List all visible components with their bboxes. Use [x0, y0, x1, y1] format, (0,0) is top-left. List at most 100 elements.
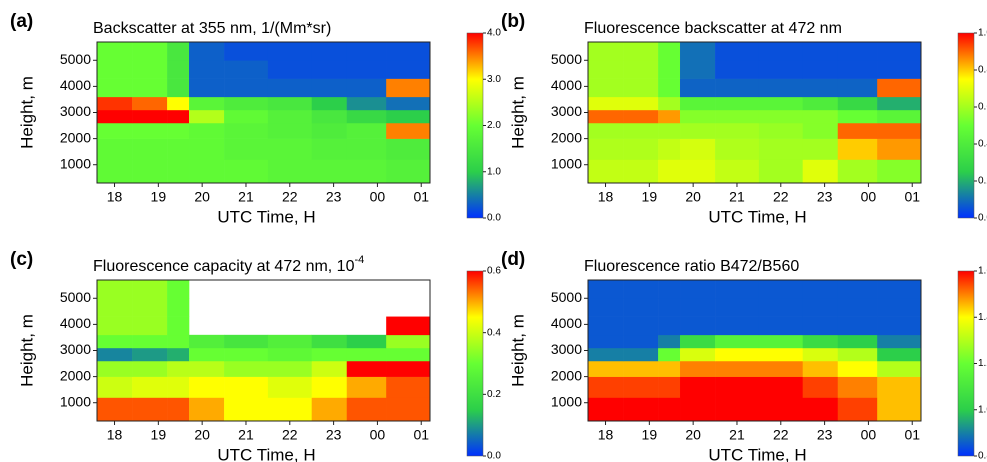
heatmap-cell [588, 159, 624, 184]
heatmap-cell [97, 109, 133, 124]
x-tick-label: 22 [282, 189, 298, 205]
heatmap-cell [658, 376, 681, 398]
heatmap-cell [267, 78, 312, 98]
colorbar-tick-label: 0.8 [978, 65, 987, 76]
heatmap-cell [311, 96, 348, 111]
heatmap-cell [311, 138, 348, 160]
heatmap-cell [715, 334, 760, 349]
heatmap-cell [267, 347, 312, 362]
heatmap-cell [224, 376, 269, 398]
heatmap-cell [588, 376, 624, 398]
heatmap-cell [132, 376, 168, 398]
heatmap-cell [97, 60, 133, 79]
heatmap-cell [837, 42, 878, 61]
colorbar [466, 32, 484, 219]
heatmap-cell [623, 109, 659, 124]
x-tick-label: 21 [238, 189, 254, 205]
heatmap-cell [680, 122, 716, 139]
heatmap-cell [346, 122, 387, 139]
heatmap-cell [588, 280, 624, 299]
heatmap-cell [623, 138, 659, 160]
heatmap-cell [715, 109, 760, 124]
colorbar-tick-label: 1.6 [978, 266, 987, 277]
heatmap-cell [623, 78, 659, 98]
heatmap-cell [877, 78, 922, 98]
x-tick-label: 00 [861, 189, 877, 205]
colorbar-tick-label: 0.6 [978, 102, 987, 113]
colorbar-tick-label: 0.0 [487, 213, 501, 224]
heatmap-cell [588, 360, 624, 377]
heatmap-cell [758, 60, 803, 79]
heatmap-cell [588, 298, 624, 317]
heatmap-cell [267, 376, 312, 398]
x-tick-label: 22 [773, 427, 789, 443]
heatmap-cell [877, 334, 922, 349]
heatmap-cell [189, 78, 225, 98]
y-tick-label: 3000 [60, 341, 91, 357]
heatmap-cell [623, 280, 659, 299]
heatmap-cell [715, 360, 760, 377]
heatmap-cell [167, 376, 190, 398]
heatmap-cell [802, 96, 839, 111]
colorbar-tick-label: 1.0 [978, 404, 987, 415]
heatmap-cell [311, 159, 348, 184]
heatmap-cell [311, 109, 348, 124]
heatmap-cell [623, 360, 659, 377]
heatmap-cell [802, 60, 839, 79]
y-tick-label: 2000 [60, 367, 91, 383]
heatmap-cell [758, 78, 803, 98]
heatmap-cell [658, 397, 681, 422]
x-tick-label: 20 [685, 427, 701, 443]
y-tick-label: 4000 [551, 77, 582, 93]
heatmap-cell [877, 42, 922, 61]
heatmap-cell [837, 159, 878, 184]
x-tick-label: 23 [326, 189, 342, 205]
heatmap-cell [167, 42, 190, 61]
heatmap-cell [680, 109, 716, 124]
y-axis-label: Height, m [17, 314, 36, 387]
heatmap-cell [224, 122, 269, 139]
heatmap-cell [386, 96, 431, 111]
x-tick-label: 00 [370, 427, 386, 443]
heatmap-cell [189, 109, 225, 124]
heatmap-cell [680, 360, 716, 377]
heatmap-cell [224, 60, 269, 79]
heatmap-cell [346, 138, 387, 160]
heatmap-cell [715, 122, 760, 139]
heatmap-cell [132, 138, 168, 160]
x-tick-label: 01 [413, 189, 429, 205]
heatmap-cell [267, 96, 312, 111]
heatmap-cell [132, 42, 168, 61]
heatmap-cell [132, 298, 168, 317]
heatmap-cell [588, 397, 624, 422]
heatmap-cell [346, 96, 387, 111]
heatmap-cell [715, 347, 760, 362]
heatmap-cell [224, 96, 269, 111]
heatmap-cell [837, 397, 878, 422]
panel-label: (b) [501, 11, 525, 32]
heatmap-cell [386, 360, 431, 377]
heatmap-cell [189, 96, 225, 111]
colorbar-tick-label: 3.0 [487, 74, 501, 85]
heatmap-cell [802, 376, 839, 398]
heatmap-cell [132, 360, 168, 377]
y-tick-label: 1000 [551, 393, 582, 409]
heatmap-cell [658, 334, 681, 349]
heatmap-cell [802, 360, 839, 377]
heatmap-cell [386, 60, 431, 79]
heatmap-cell [189, 347, 225, 362]
heatmap-cell [623, 159, 659, 184]
heatmap-cell [758, 360, 803, 377]
heatmap-cell [588, 316, 624, 336]
heatmap-cell [588, 334, 624, 349]
heatmap-cell [386, 109, 431, 124]
heatmap-cell [623, 376, 659, 398]
heatmap-cell [623, 316, 659, 336]
heatmap-cell [97, 96, 133, 111]
heatmap-cell [837, 122, 878, 139]
y-axis-label: Height, m [508, 76, 527, 149]
x-tick-label: 20 [194, 189, 210, 205]
heatmap-cell [386, 159, 431, 184]
x-tick-label: 22 [773, 189, 789, 205]
heatmap-cell [386, 78, 431, 98]
